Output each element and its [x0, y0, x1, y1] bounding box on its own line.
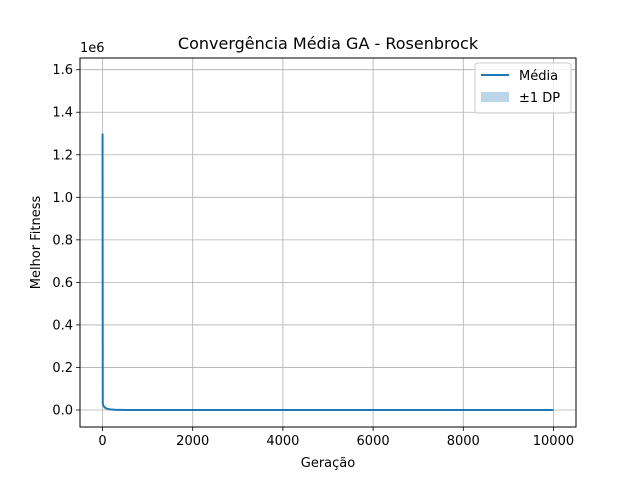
y-tick-label: 1.4 [52, 106, 73, 121]
y-tick-label: 0.4 [52, 318, 73, 333]
x-axis-ticks: 0 2000 4000 6000 8000 10000 [98, 427, 574, 449]
legend-swatch-std [481, 92, 509, 102]
y-tick-label: 0.6 [52, 276, 73, 291]
y-tick-label: 0.0 [52, 403, 73, 418]
x-tick-label: 8000 [447, 434, 480, 449]
x-axis-label: Geração [301, 456, 355, 471]
grid [80, 58, 576, 427]
series-line-media [101, 133, 554, 411]
y-tick-label: 1.6 [52, 63, 73, 78]
y-tick-label: 0.8 [52, 233, 73, 248]
legend: Média ±1 DP [474, 62, 572, 114]
legend-label-media: Média [519, 69, 558, 84]
series-lines [101, 133, 554, 411]
y-axis-ticks: 0.0 0.2 0.4 0.6 0.8 1.0 1.2 1.4 1.6 [52, 63, 80, 418]
y-tick-label: 1.2 [52, 148, 73, 163]
x-tick-label: 2000 [176, 434, 209, 449]
x-tick-label: 4000 [266, 434, 299, 449]
legend-label-std: ±1 DP [519, 91, 560, 106]
y-tick-label: 1.0 [52, 191, 73, 206]
y-tick-label: 0.2 [52, 361, 73, 376]
x-tick-label: 6000 [357, 434, 390, 449]
chart-title: Convergência Média GA - Rosenbrock [178, 34, 479, 53]
x-tick-label: 10000 [533, 434, 574, 449]
y-axis-offset-label: 1e6 [80, 41, 105, 56]
y-axis-label: Melhor Fitness [29, 196, 44, 290]
x-tick-label: 0 [98, 434, 106, 449]
plot-frame [79, 57, 577, 428]
